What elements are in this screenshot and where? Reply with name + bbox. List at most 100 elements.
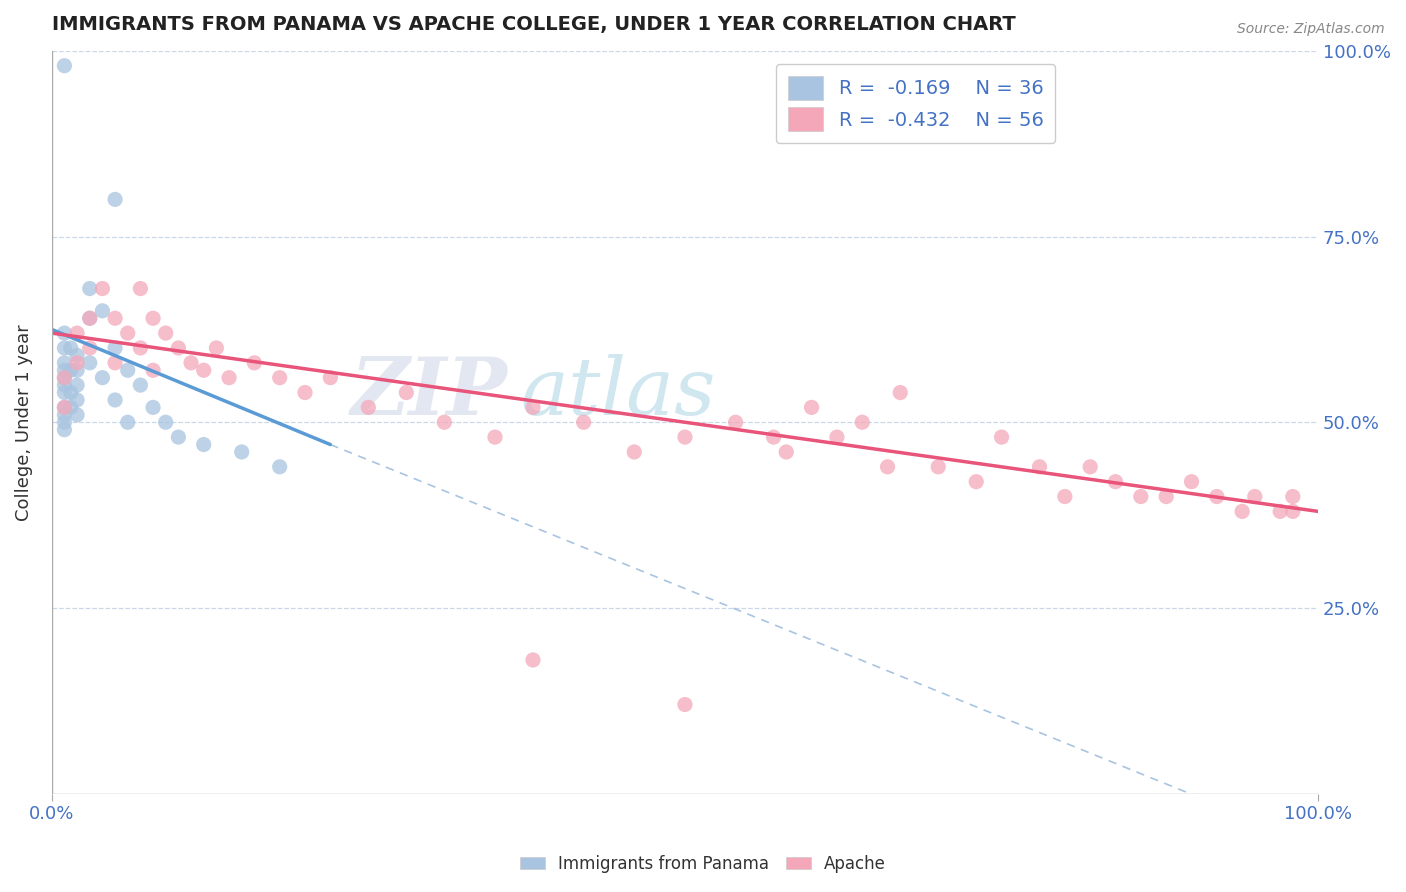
Point — [104, 341, 127, 355]
Point — [155, 415, 177, 429]
Point — [1281, 490, 1303, 504]
Point — [1205, 490, 1227, 504]
Point — [357, 401, 380, 415]
Text: ZIP: ZIP — [350, 354, 508, 432]
Point — [218, 370, 240, 384]
Point — [762, 430, 785, 444]
Point — [53, 341, 76, 355]
Point — [104, 193, 127, 207]
Point — [53, 401, 76, 415]
Point — [1230, 504, 1253, 518]
Point — [53, 326, 76, 340]
Point — [53, 370, 76, 384]
Point — [53, 415, 76, 429]
Point — [1028, 459, 1050, 474]
Point — [1154, 490, 1177, 504]
Point — [53, 385, 76, 400]
Point — [104, 356, 127, 370]
Point — [79, 341, 101, 355]
Point — [205, 341, 228, 355]
Point — [66, 378, 89, 392]
Point — [66, 348, 89, 362]
Point — [91, 303, 114, 318]
Point — [1129, 490, 1152, 504]
Point — [104, 311, 127, 326]
Point — [775, 445, 797, 459]
Point — [59, 341, 82, 355]
Point — [167, 430, 190, 444]
Point — [79, 311, 101, 326]
Point — [66, 356, 89, 370]
Point — [193, 437, 215, 451]
Point — [269, 370, 291, 384]
Point — [522, 401, 544, 415]
Y-axis label: College, Under 1 year: College, Under 1 year — [15, 324, 32, 521]
Point — [724, 415, 747, 429]
Point — [53, 59, 76, 73]
Point — [91, 370, 114, 384]
Point — [673, 430, 696, 444]
Point — [876, 459, 898, 474]
Point — [59, 401, 82, 415]
Point — [1281, 504, 1303, 518]
Point — [673, 698, 696, 712]
Text: Source: ZipAtlas.com: Source: ZipAtlas.com — [1237, 22, 1385, 37]
Point — [117, 363, 139, 377]
Point — [1180, 475, 1202, 489]
Point — [180, 356, 202, 370]
Point — [104, 392, 127, 407]
Point — [142, 311, 165, 326]
Point — [990, 430, 1012, 444]
Point — [66, 326, 89, 340]
Point — [395, 385, 418, 400]
Point — [1243, 490, 1265, 504]
Point — [53, 363, 76, 377]
Text: atlas: atlas — [520, 354, 716, 432]
Point — [889, 385, 911, 400]
Point — [294, 385, 316, 400]
Point — [79, 281, 101, 295]
Point — [1053, 490, 1076, 504]
Point — [66, 363, 89, 377]
Point — [231, 445, 253, 459]
Point — [66, 392, 89, 407]
Point — [1104, 475, 1126, 489]
Point — [129, 378, 152, 392]
Text: IMMIGRANTS FROM PANAMA VS APACHE COLLEGE, UNDER 1 YEAR CORRELATION CHART: IMMIGRANTS FROM PANAMA VS APACHE COLLEGE… — [52, 15, 1015, 34]
Point — [851, 415, 873, 429]
Point — [572, 415, 595, 429]
Point — [155, 326, 177, 340]
Point — [53, 401, 76, 415]
Point — [623, 445, 645, 459]
Point — [59, 385, 82, 400]
Point — [193, 363, 215, 377]
Point — [142, 363, 165, 377]
Point — [53, 378, 76, 392]
Point — [91, 281, 114, 295]
Point — [129, 341, 152, 355]
Point — [66, 408, 89, 422]
Point — [53, 423, 76, 437]
Point — [167, 341, 190, 355]
Point — [117, 415, 139, 429]
Point — [53, 356, 76, 370]
Point — [79, 356, 101, 370]
Point — [59, 363, 82, 377]
Point — [269, 459, 291, 474]
Point — [965, 475, 987, 489]
Point — [117, 326, 139, 340]
Point — [319, 370, 342, 384]
Legend: R =  -0.169    N = 36, R =  -0.432    N = 56: R = -0.169 N = 36, R = -0.432 N = 56 — [776, 64, 1054, 143]
Point — [243, 356, 266, 370]
Point — [53, 370, 76, 384]
Point — [1078, 459, 1101, 474]
Point — [522, 653, 544, 667]
Point — [800, 401, 823, 415]
Point — [484, 430, 506, 444]
Point — [1268, 504, 1291, 518]
Point — [433, 415, 456, 429]
Legend: Immigrants from Panama, Apache: Immigrants from Panama, Apache — [513, 848, 893, 880]
Point — [825, 430, 848, 444]
Point — [142, 401, 165, 415]
Point — [927, 459, 949, 474]
